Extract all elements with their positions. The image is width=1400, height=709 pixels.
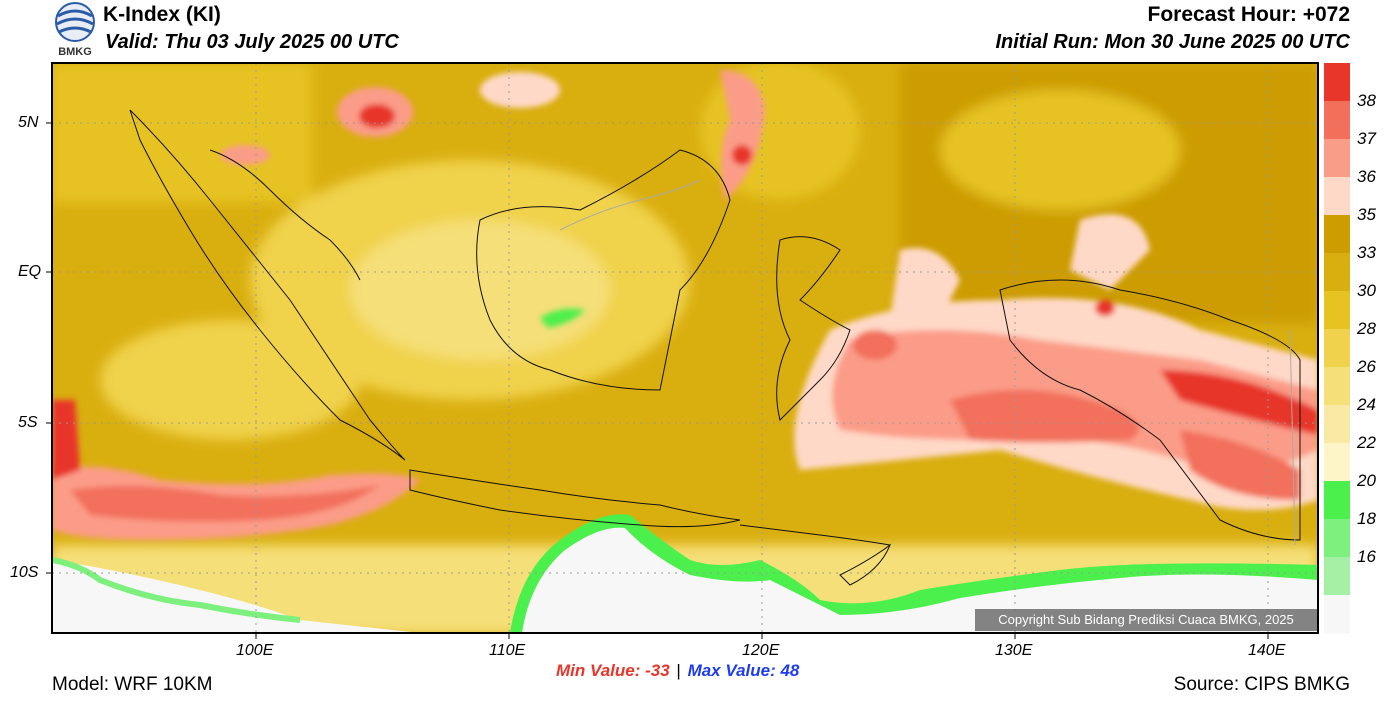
colorbar-level-label: 28 xyxy=(1357,319,1376,338)
colorbar-level-label: 22 xyxy=(1357,433,1376,452)
lesser-sunda-coast xyxy=(739,524,891,546)
colorbar-level-label: 37 xyxy=(1357,129,1376,148)
borneo-green-spot xyxy=(540,308,585,328)
borders xyxy=(559,179,1296,546)
colorbar xyxy=(1324,63,1350,634)
model-label: Model: WRF 10KM xyxy=(52,674,213,695)
colorbar-swatch xyxy=(1324,329,1350,368)
colorbar-swatch xyxy=(1324,595,1350,634)
lat-label-5n: 5N xyxy=(18,114,39,131)
lon-label-100e: 100E xyxy=(236,642,274,659)
colorbar-swatch xyxy=(1324,253,1350,292)
colorbar-level-label: 20 xyxy=(1357,471,1376,490)
halmahera-red-spot xyxy=(1095,300,1115,316)
min-value: Min Value: -33 xyxy=(556,661,670,680)
colorbar-swatch xyxy=(1324,481,1350,520)
sulawesi-coast xyxy=(776,236,851,421)
halmahera-pink-zone xyxy=(890,248,960,320)
java-coast xyxy=(409,469,741,528)
min-max-separator: | xyxy=(676,661,681,680)
nw-field xyxy=(52,63,312,203)
arafura-deep-red-zone xyxy=(1160,370,1318,435)
initial-run: Initial Run: Mon 30 June 2025 00 UTC xyxy=(995,31,1350,53)
sulawesi-red-spot xyxy=(853,330,897,360)
indian-ocean-red-zone xyxy=(70,485,380,522)
graticule xyxy=(52,63,1318,633)
colorbar-swatch xyxy=(1324,367,1350,406)
colorbar-swatch xyxy=(1324,139,1350,178)
source-label: Source: CIPS BMKG xyxy=(1173,674,1350,695)
banda-red-zone xyxy=(950,390,1139,443)
sw-green-contour xyxy=(52,557,301,623)
lat-label-10s: 10S xyxy=(10,564,39,581)
forecast-hour: Forecast Hour: +072 xyxy=(1147,3,1351,26)
lon-label-130e: 130E xyxy=(995,642,1033,659)
valid-time: Valid: Thu 03 July 2025 00 UTC xyxy=(105,31,399,53)
south-papua-red-zone xyxy=(1180,430,1300,500)
min-max-line: Min Value: -33 | Max Value: 48 xyxy=(556,661,799,681)
north-red-spot-2 xyxy=(720,70,765,200)
colorbar-level-label: 18 xyxy=(1357,509,1376,528)
colorbar-level-label: 24 xyxy=(1357,395,1376,414)
lat-label-5s: 5S xyxy=(18,414,38,431)
timor-coast xyxy=(839,543,892,586)
colorbar-level-label: 35 xyxy=(1357,205,1376,224)
colorbar-swatch xyxy=(1324,443,1350,482)
colorbar-level-label: 16 xyxy=(1357,547,1376,566)
colorbar-swatch xyxy=(1324,63,1350,102)
colorbar-swatch xyxy=(1324,405,1350,444)
malay-peninsula-coast xyxy=(209,149,361,281)
colorbar-swatch xyxy=(1324,519,1350,558)
colorbar-swatch xyxy=(1324,291,1350,330)
west-deep-red-zone xyxy=(52,400,80,480)
coastlines xyxy=(129,109,1301,586)
lon-label-110e: 110E xyxy=(489,642,526,659)
malaysia-red-spot xyxy=(220,145,270,165)
lon-label-140e: 140E xyxy=(1248,642,1286,659)
north-deep-red-spot-1 xyxy=(359,104,395,128)
colorbar-level-label: 36 xyxy=(1357,167,1376,186)
sumatra-light-field xyxy=(100,320,360,440)
north-deep-red-spot-2 xyxy=(732,145,752,165)
pacific-field xyxy=(940,90,1180,210)
sw-low-field xyxy=(52,560,420,633)
map-frame xyxy=(51,62,1319,634)
borneo-coast xyxy=(476,149,731,391)
papua-north-pink-zone xyxy=(1070,214,1150,290)
lat-label-eq: EQ xyxy=(18,263,42,280)
bmkg-logo: BMKG xyxy=(52,2,98,60)
colorbar-level-label: 38 xyxy=(1357,91,1376,110)
colorbar-swatch xyxy=(1324,557,1350,596)
lon-label-120e: 120E xyxy=(742,642,780,659)
max-value: Max Value: 48 xyxy=(687,661,800,680)
papua-coast xyxy=(999,279,1301,541)
copyright-notice: Copyright Sub Bidang Prediksi Cuaca BMKG… xyxy=(975,609,1317,631)
colorbar-level-label: 33 xyxy=(1357,243,1376,262)
colorbar-level-label: 26 xyxy=(1357,357,1376,376)
map-title: K-Index (KI) xyxy=(103,3,221,26)
colorbar-swatch xyxy=(1324,177,1350,216)
north-pink-spot xyxy=(480,72,560,108)
logo-text: BMKG xyxy=(58,46,92,58)
axis-ticks xyxy=(46,122,1269,639)
central-lighter-field xyxy=(350,220,610,360)
sumatra-coast xyxy=(129,109,406,461)
colorbar-level-label: 30 xyxy=(1357,281,1376,300)
south-low-field xyxy=(522,527,1318,633)
colorbar-swatch xyxy=(1324,215,1350,254)
colorbar-swatch xyxy=(1324,101,1350,140)
